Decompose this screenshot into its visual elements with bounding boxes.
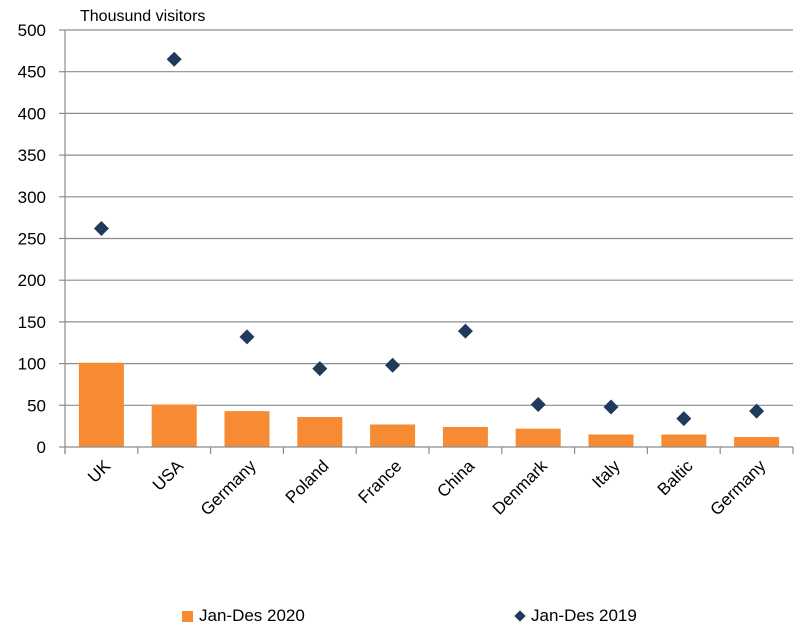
- y-axis-ticks: 0 50 100 150 200 250 300 350 400 450 500: [18, 21, 65, 457]
- marker-2019: [312, 361, 328, 377]
- y-axis-unit-label: Thousund visitors: [80, 8, 205, 25]
- marker-2019: [93, 220, 109, 236]
- marker-series: [93, 51, 765, 427]
- marker-2019: [530, 396, 546, 412]
- x-tick-label: Italy: [588, 456, 624, 492]
- legend: Jan-Des 2020 Jan-Des 2019: [0, 606, 795, 630]
- axes: [64, 30, 794, 454]
- y-tick-label: 500: [18, 21, 46, 40]
- y-tick-label: 0: [37, 438, 46, 457]
- bar-2020: [224, 411, 270, 447]
- gridlines: [65, 29, 793, 406]
- x-tick-label: France: [355, 456, 406, 507]
- legend-item-2020: Jan-Des 2020: [182, 606, 305, 626]
- bar-2020: [297, 416, 343, 447]
- y-tick-label: 250: [18, 230, 46, 249]
- x-tick-label: China: [433, 456, 478, 501]
- y-tick-label: 200: [18, 271, 46, 290]
- marker-2019: [166, 51, 182, 67]
- bar-series: [78, 362, 780, 447]
- marker-2019: [676, 411, 692, 427]
- chart: Thousund visitors 0 50 100 150 200 250 300 350 4…: [18, 8, 794, 519]
- x-axis-labels: UK USA Germany Poland France China Denmark Ital…: [84, 456, 770, 519]
- x-tick-label: Germany: [707, 456, 770, 519]
- legend-label-2020: Jan-Des 2020: [199, 606, 305, 625]
- legend-bar-swatch: [182, 610, 193, 622]
- y-tick-label: 300: [18, 188, 46, 207]
- y-tick-label: 100: [18, 355, 46, 374]
- legend-label-2019: Jan-Des 2019: [531, 606, 637, 625]
- bar-2020: [515, 428, 561, 447]
- legend-marker-swatch: [514, 610, 526, 622]
- marker-2019: [457, 323, 473, 339]
- y-tick-label: 150: [18, 313, 46, 332]
- bar-2020: [734, 436, 780, 447]
- x-tick-label: USA: [149, 456, 188, 495]
- bar-2020: [661, 434, 707, 447]
- y-tick-label: 400: [18, 104, 46, 123]
- x-tick-label: Denmark: [489, 456, 552, 519]
- x-tick-label: Poland: [282, 456, 333, 507]
- x-tick-label: Germany: [197, 456, 260, 519]
- marker-2019: [749, 403, 765, 419]
- y-tick-label: 350: [18, 146, 46, 165]
- bar-2020: [442, 426, 488, 447]
- marker-2019: [385, 357, 401, 373]
- x-tick-label: Baltic: [654, 456, 697, 499]
- bar-2020: [78, 362, 124, 447]
- bar-2020: [151, 404, 197, 447]
- marker-2019: [239, 329, 255, 345]
- y-tick-label: 450: [18, 63, 46, 82]
- bar-2020: [588, 434, 634, 447]
- legend-item-2019: Jan-Des 2019: [514, 606, 637, 626]
- marker-2019: [603, 399, 619, 415]
- x-tick-label: UK: [84, 456, 115, 487]
- y-tick-label: 50: [27, 396, 46, 415]
- bar-2020: [370, 424, 416, 447]
